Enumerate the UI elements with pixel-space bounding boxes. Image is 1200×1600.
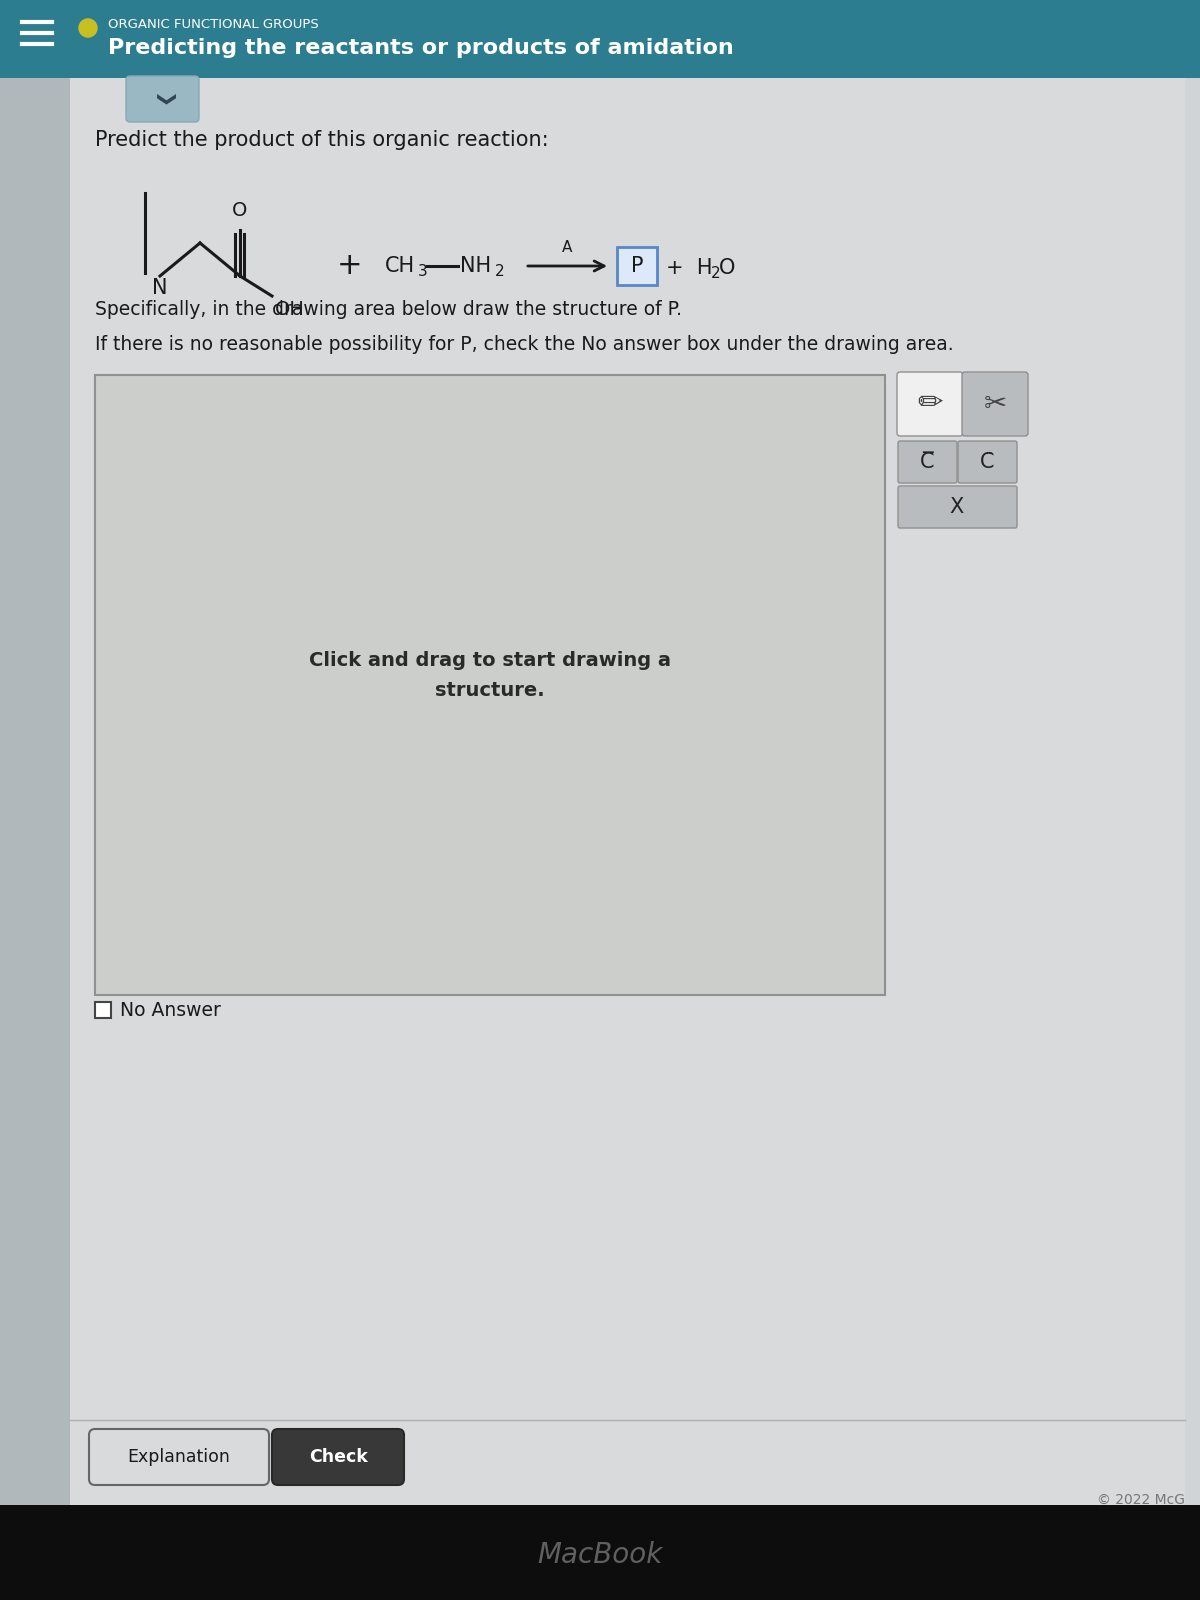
Text: 3: 3 [418, 264, 427, 280]
Text: O: O [233, 202, 247, 219]
Text: If there is no reasonable possibility for P, check the No answer box under the d: If there is no reasonable possibility fo… [95, 334, 954, 354]
FancyBboxPatch shape [898, 442, 958, 483]
FancyBboxPatch shape [0, 0, 70, 1560]
Text: C̈: C̈ [979, 451, 995, 472]
Circle shape [79, 19, 97, 37]
Text: ❯: ❯ [154, 91, 173, 109]
Text: NH: NH [460, 256, 491, 275]
FancyBboxPatch shape [962, 371, 1028, 435]
Text: +  H: + H [666, 258, 713, 278]
Text: 2: 2 [496, 264, 505, 280]
Text: Check: Check [308, 1448, 367, 1466]
Text: Explanation: Explanation [127, 1448, 230, 1466]
Text: X: X [950, 498, 964, 517]
FancyBboxPatch shape [958, 442, 1018, 483]
Text: ✂: ✂ [983, 390, 1007, 418]
Text: A: A [563, 240, 572, 256]
Text: +: + [337, 251, 362, 280]
FancyBboxPatch shape [70, 78, 1186, 1518]
Text: No Answer: No Answer [120, 1000, 221, 1019]
Text: Click and drag to start drawing a: Click and drag to start drawing a [310, 651, 671, 669]
FancyBboxPatch shape [126, 75, 199, 122]
Text: Specifically, in the drawing area below draw the structure of P.: Specifically, in the drawing area below … [95, 301, 682, 318]
FancyBboxPatch shape [95, 374, 886, 995]
Text: 2: 2 [710, 267, 721, 282]
Text: P: P [631, 256, 643, 275]
Text: N: N [152, 278, 168, 298]
FancyBboxPatch shape [0, 1506, 1200, 1600]
FancyBboxPatch shape [89, 1429, 269, 1485]
FancyBboxPatch shape [0, 0, 1200, 78]
Text: ✏: ✏ [917, 389, 943, 419]
FancyBboxPatch shape [898, 486, 1018, 528]
Text: OH: OH [275, 301, 305, 318]
Text: Predicting the reactants or products of amidation: Predicting the reactants or products of … [108, 38, 733, 58]
FancyBboxPatch shape [898, 371, 964, 435]
FancyBboxPatch shape [617, 246, 658, 285]
Text: ORGANIC FUNCTIONAL GROUPS: ORGANIC FUNCTIONAL GROUPS [108, 18, 319, 30]
FancyBboxPatch shape [272, 1429, 404, 1485]
Text: structure.: structure. [436, 680, 545, 699]
Text: MacBook: MacBook [538, 1541, 662, 1570]
Text: O: O [719, 258, 736, 278]
FancyBboxPatch shape [95, 1002, 112, 1018]
Text: CH: CH [385, 256, 415, 275]
Text: C̅: C̅ [919, 451, 935, 472]
Text: Predict the product of this organic reaction:: Predict the product of this organic reac… [95, 130, 548, 150]
Text: © 2022 McG: © 2022 McG [1097, 1493, 1186, 1507]
